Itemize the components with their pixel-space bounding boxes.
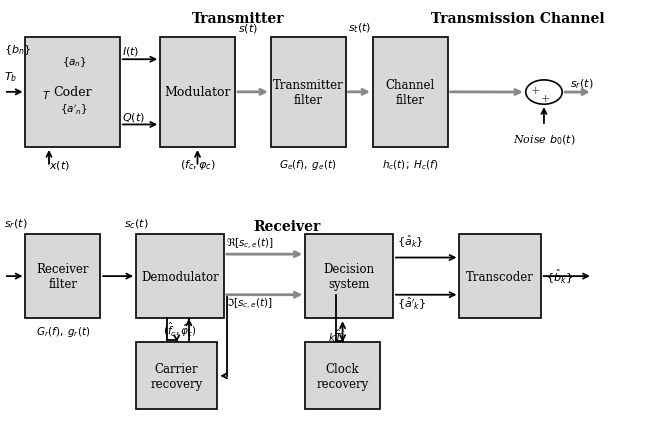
- Text: $(f_c, \varphi_c)$: $(f_c, \varphi_c)$: [179, 158, 215, 171]
- Bar: [25, 234, 100, 319]
- Text: Carrier
recovery: Carrier recovery: [151, 362, 203, 390]
- Text: $s_r(t)$: $s_r(t)$: [570, 77, 593, 91]
- Text: Transcoder: Transcoder: [466, 270, 534, 283]
- Text: $\{a'_n\}$: $\{a'_n\}$: [61, 103, 89, 117]
- Text: Demodulator: Demodulator: [141, 270, 219, 283]
- Text: $s_r(t)$: $s_r(t)$: [4, 217, 27, 231]
- Text: $(\hat{f}_c, \hat{\varphi}_c)$: $(\hat{f}_c, \hat{\varphi}_c)$: [163, 320, 197, 338]
- Text: Noise $b_0(t)$: Noise $b_0(t)$: [512, 133, 575, 147]
- Bar: [160, 37, 235, 148]
- Text: $s(t)$: $s(t)$: [237, 22, 258, 35]
- Text: Clock
recovery: Clock recovery: [316, 362, 369, 390]
- Text: Decision
system: Decision system: [323, 263, 375, 290]
- Text: $x(t)$: $x(t)$: [49, 158, 70, 171]
- Text: $G_r(f),\; g_r(t)$: $G_r(f),\; g_r(t)$: [36, 324, 90, 338]
- Text: $\{\hat{a}_k\}$: $\{\hat{a}_k\}$: [397, 233, 424, 250]
- Text: +: +: [531, 86, 541, 96]
- Text: $h_c(t);\; H_c(f)$: $h_c(t);\; H_c(f)$: [382, 158, 438, 171]
- Text: $s_c(t)$: $s_c(t)$: [125, 217, 149, 231]
- Circle shape: [526, 81, 562, 105]
- Text: $\{\hat{b}_k\}$: $\{\hat{b}_k\}$: [546, 267, 572, 286]
- Bar: [136, 234, 224, 319]
- Text: $k\hat{T}$: $k\hat{T}$: [329, 327, 344, 344]
- Text: Transmitter: Transmitter: [192, 12, 284, 26]
- Text: Receiver: Receiver: [254, 219, 321, 233]
- Text: $\Re[s_{c,e}(t)]$: $\Re[s_{c,e}(t)]$: [226, 236, 274, 251]
- Text: Receiver
filter: Receiver filter: [37, 263, 89, 290]
- Text: $I(t)$: $I(t)$: [123, 45, 140, 58]
- Bar: [271, 37, 346, 148]
- Bar: [460, 234, 541, 319]
- Text: $\{a_n\}$: $\{a_n\}$: [62, 55, 87, 68]
- Text: $G_e(f),\; g_e(t)$: $G_e(f),\; g_e(t)$: [280, 158, 336, 171]
- Text: +: +: [541, 93, 550, 103]
- Bar: [305, 234, 393, 319]
- Text: $s_t(t)$: $s_t(t)$: [348, 22, 372, 35]
- Bar: [25, 37, 120, 148]
- Bar: [305, 342, 380, 410]
- Bar: [136, 342, 217, 410]
- Text: $\{b_n\}$: $\{b_n\}$: [4, 43, 31, 57]
- Text: $T$: $T$: [42, 89, 51, 101]
- Text: $\Im[s_{c,e}(t)]$: $\Im[s_{c,e}(t)]$: [226, 296, 273, 312]
- Text: Channel
filter: Channel filter: [385, 79, 435, 107]
- Text: Transmission Channel: Transmission Channel: [431, 12, 605, 26]
- Text: $Q(t)$: $Q(t)$: [123, 111, 145, 124]
- Text: $T_b$: $T_b$: [4, 70, 18, 84]
- Text: Modulator: Modulator: [164, 86, 231, 99]
- Text: $\{\hat{a}'_k\}$: $\{\hat{a}'_k\}$: [397, 295, 426, 311]
- Text: Transmitter
filter: Transmitter filter: [273, 79, 344, 107]
- Text: Coder: Coder: [53, 86, 92, 99]
- Bar: [373, 37, 448, 148]
